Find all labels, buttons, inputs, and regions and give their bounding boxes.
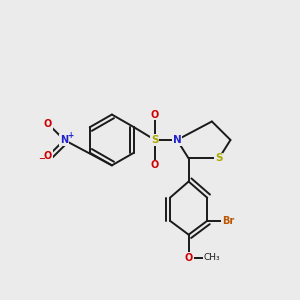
Text: −: − xyxy=(38,154,45,164)
Text: O: O xyxy=(44,119,52,129)
Text: O: O xyxy=(151,110,159,119)
Text: S: S xyxy=(151,135,159,145)
Text: O: O xyxy=(184,253,193,263)
Text: CH₃: CH₃ xyxy=(204,253,220,262)
Text: +: + xyxy=(68,131,74,140)
Text: Br: Br xyxy=(222,216,234,226)
Text: N: N xyxy=(172,135,182,145)
Text: O: O xyxy=(44,151,52,161)
Text: S: S xyxy=(215,153,223,164)
Text: O: O xyxy=(151,160,159,170)
Text: N: N xyxy=(60,135,68,145)
